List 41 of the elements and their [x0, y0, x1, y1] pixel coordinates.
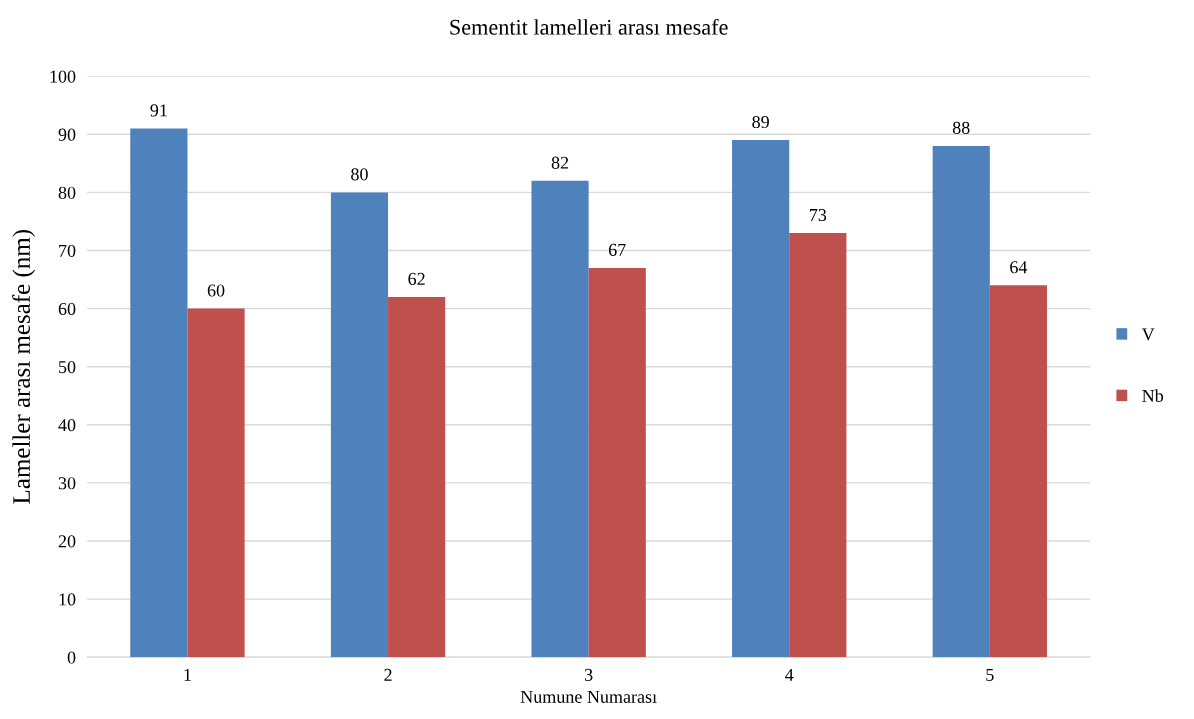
x-tick-label: 4 [785, 668, 794, 681]
y-tick-label: 70 [59, 244, 76, 257]
bar [330, 192, 389, 658]
x-tick-label: 2 [384, 668, 392, 681]
bar [989, 285, 1047, 658]
y-tick-label: 100 [50, 70, 76, 83]
data-label: 67 [608, 243, 626, 256]
x-tick-label: 5 [986, 668, 994, 681]
data-label: 64 [1010, 261, 1028, 274]
bar [732, 140, 790, 658]
x-tick-label: 3 [584, 668, 593, 681]
y-tick-label: 40 [58, 419, 76, 432]
bar [531, 180, 589, 658]
x-axis-title: Numune Numarası [520, 690, 657, 703]
y-axis-title: Lameller arası mesafe (nm) [12, 230, 36, 504]
bar [789, 233, 847, 658]
y-tick-label: 80 [58, 186, 76, 199]
data-label: 73 [809, 208, 827, 222]
legend-label: Nb [1142, 389, 1164, 402]
y-tick-label: 50 [59, 360, 76, 374]
data-label: 60 [207, 284, 225, 297]
chart-title: Sementit lamelleri arası mesafe [450, 18, 728, 35]
y-tick-label: 10 [59, 593, 76, 606]
bar [588, 267, 646, 658]
data-label: 62 [408, 272, 425, 285]
data-label: 89 [752, 115, 769, 129]
bar [187, 308, 245, 658]
x-tick-label: 1 [184, 668, 191, 681]
data-label: 82 [551, 156, 569, 169]
y-tick-label: 90 [58, 128, 76, 141]
bar [932, 145, 990, 658]
y-tick-label: 30 [58, 477, 76, 490]
data-label: 91 [150, 104, 167, 117]
y-tick-label: 20 [58, 535, 76, 548]
bar [388, 296, 446, 658]
data-label: 88 [952, 121, 970, 134]
legend-label: V [1141, 328, 1155, 341]
bar [130, 128, 188, 658]
data-label: 80 [351, 168, 368, 181]
y-tick-label: 60 [58, 302, 76, 316]
y-tick-label: 0 [67, 651, 76, 664]
